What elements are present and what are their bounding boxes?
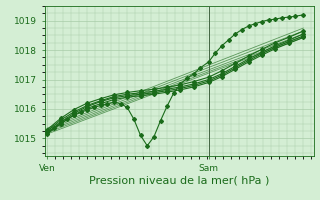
X-axis label: Pression niveau de la mer( hPa ): Pression niveau de la mer( hPa ) (89, 175, 269, 185)
